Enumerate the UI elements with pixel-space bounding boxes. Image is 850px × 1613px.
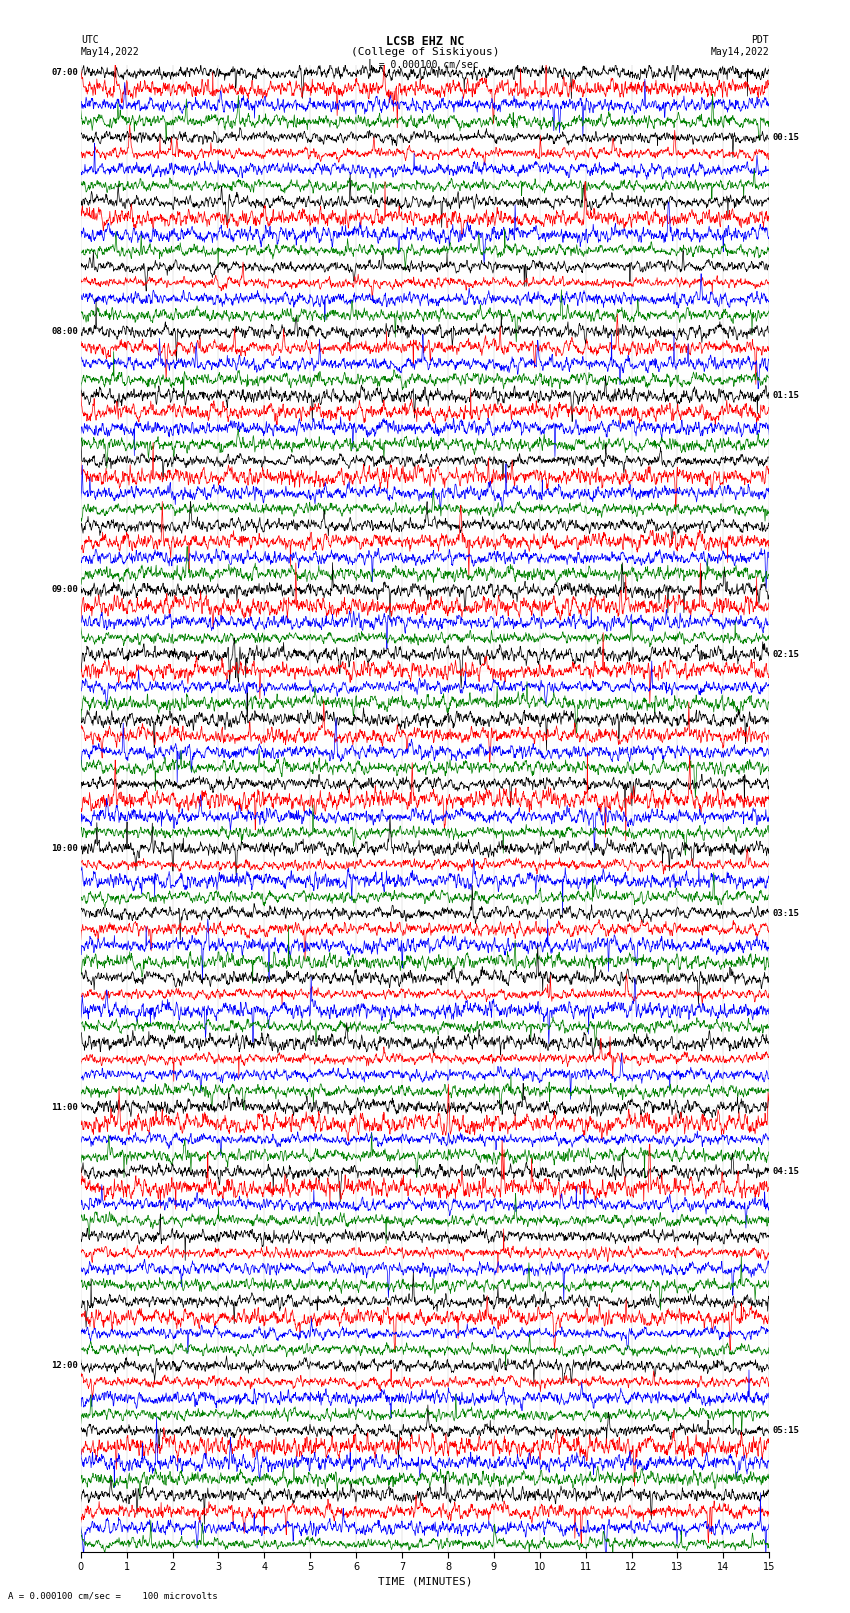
Text: A = 0.000100 cm/sec =    100 microvolts: A = 0.000100 cm/sec = 100 microvolts <box>8 1590 218 1600</box>
X-axis label: TIME (MINUTES): TIME (MINUTES) <box>377 1576 473 1586</box>
Text: 07:00: 07:00 <box>51 68 78 77</box>
Text: 10:00: 10:00 <box>51 844 78 853</box>
Text: UTC: UTC <box>81 35 99 45</box>
Text: 05:15: 05:15 <box>772 1426 799 1436</box>
Text: 12:00: 12:00 <box>51 1361 78 1371</box>
Text: 00:15: 00:15 <box>772 132 799 142</box>
Text: 03:15: 03:15 <box>772 908 799 918</box>
Text: 01:15: 01:15 <box>772 392 799 400</box>
Text: ⎮ = 0.000100 cm/sec: ⎮ = 0.000100 cm/sec <box>366 58 479 69</box>
Text: 04:15: 04:15 <box>772 1168 799 1176</box>
Text: (College of Siskiyous): (College of Siskiyous) <box>351 47 499 56</box>
Text: May14,2022: May14,2022 <box>81 47 139 56</box>
Text: 08:00: 08:00 <box>51 327 78 336</box>
Text: PDT: PDT <box>751 35 769 45</box>
Text: 11:00: 11:00 <box>51 1103 78 1111</box>
Text: 09:00: 09:00 <box>51 586 78 594</box>
Text: LCSB EHZ NC: LCSB EHZ NC <box>386 35 464 48</box>
Text: May14,2022: May14,2022 <box>711 47 769 56</box>
Text: 02:15: 02:15 <box>772 650 799 660</box>
